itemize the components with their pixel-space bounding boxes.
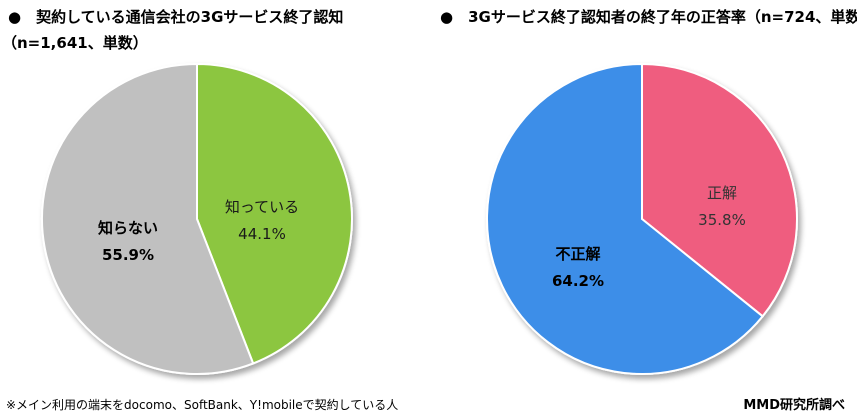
pie-slice-dont-know-value: 55.9% bbox=[102, 246, 154, 264]
pie-labels-awareness: 知っている 44.1% 知らない 55.9% bbox=[98, 198, 299, 264]
pie-chart-answer-accuracy bbox=[486, 62, 798, 375]
pie-slice-dont-know bbox=[41, 62, 255, 375]
chart-title-right: ● 3Gサービス終了認知者の終了年の正答率（n=724、単数） bbox=[440, 8, 857, 26]
pie-slice-incorrect bbox=[486, 62, 765, 375]
pie-slice-know bbox=[196, 62, 353, 365]
pie-slice-know-value: 44.1% bbox=[238, 225, 286, 243]
pie-slice-correct bbox=[641, 62, 798, 318]
pie-slice-know-label: 知っている bbox=[225, 198, 299, 216]
pie-slice-incorrect-label: 不正解 bbox=[555, 245, 600, 263]
pie-labels-answer-accuracy: 正解 35.8% 不正解 64.2% bbox=[552, 184, 746, 290]
source-credit: MMD研究所調べ bbox=[743, 398, 845, 413]
pie-slice-dont-know-label: 知らない bbox=[98, 219, 158, 237]
pie-chart-awareness bbox=[41, 62, 353, 375]
pie-slice-correct-label: 正解 bbox=[707, 184, 737, 202]
footnote: ※メイン利用の端末をdocomo、SoftBank、Y!mobileで契約してい… bbox=[6, 398, 399, 412]
pie-slice-correct-value: 35.8% bbox=[698, 211, 746, 229]
pie-slice-incorrect-value: 64.2% bbox=[552, 272, 604, 290]
chart-title-left: ● 契約している通信会社の3Gサービス終了認知 bbox=[8, 8, 344, 26]
chart-subtitle-left: （n=1,641、単数） bbox=[2, 34, 148, 52]
